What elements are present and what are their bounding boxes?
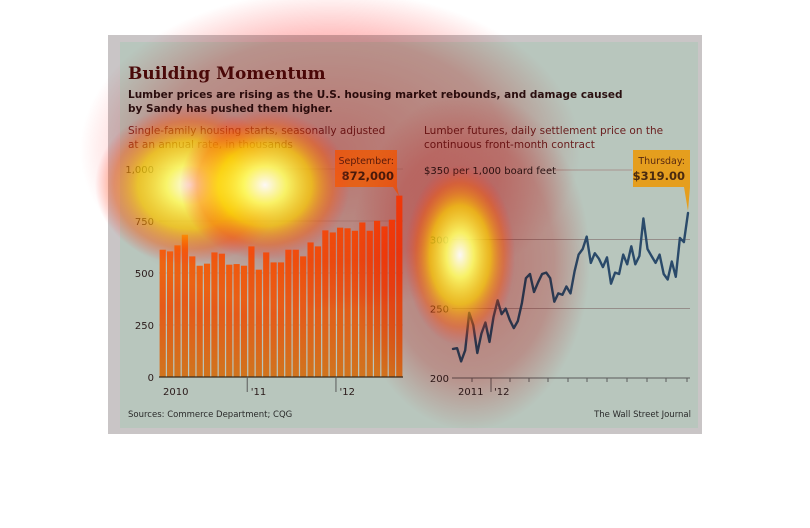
bar-x-tick-label: '12: [339, 387, 354, 398]
bar: [240, 265, 248, 377]
line-callout: Thursday: $319.00: [633, 150, 690, 211]
bar: [263, 252, 270, 377]
bar: [248, 246, 255, 377]
bar: [196, 265, 203, 377]
line-callout-box: [633, 150, 690, 211]
bar: [181, 234, 188, 377]
bar-chart-x-axis: 2010 '11 '12: [159, 376, 403, 398]
bar-y-tick-label: 250: [135, 321, 154, 332]
bar-y-tick-label: 500: [135, 269, 154, 280]
bar: [307, 242, 314, 377]
bar: [255, 269, 262, 377]
bar: [211, 252, 218, 377]
bar: [300, 256, 307, 377]
bar: [174, 245, 181, 377]
line-callout-label: Thursday:: [637, 156, 685, 167]
bar: [292, 249, 299, 377]
line-callout-value: $319.00: [633, 169, 685, 183]
bar: [270, 262, 277, 377]
sources-note: Sources: Commerce Department; CQG: [128, 410, 292, 420]
bar: [285, 249, 292, 377]
heatmap-hotspot: [180, 110, 350, 260]
heatmap-hotspot: [405, 165, 515, 345]
bar: [218, 253, 225, 377]
bar: [166, 251, 174, 377]
credit-note: The Wall Street Journal: [593, 410, 691, 420]
bar: [314, 246, 322, 377]
bar: [233, 264, 240, 377]
bar: [159, 249, 166, 377]
bar: [277, 262, 285, 377]
heatmap-hotspots: [95, 105, 515, 345]
bar-x-tick-label: '11: [251, 387, 266, 398]
bar-y-tick-label: 0: [148, 373, 154, 384]
bar: [189, 256, 196, 377]
bar-x-tick-label: 2010: [163, 387, 188, 398]
bar: [226, 264, 233, 377]
bar: [203, 263, 211, 377]
